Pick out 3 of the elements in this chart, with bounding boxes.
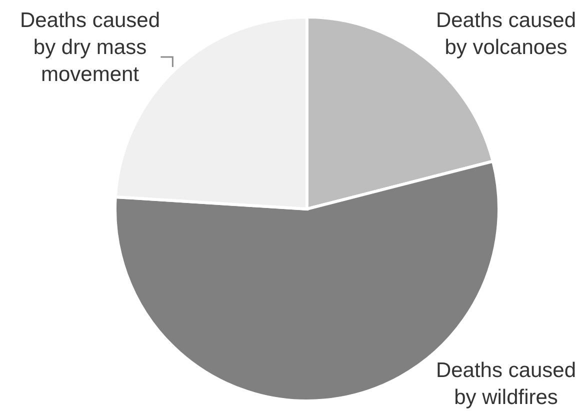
slice-label: Deaths caused by wildfires	[436, 359, 576, 409]
slice-label: Deaths caused by volcanoes	[436, 9, 576, 59]
slice-label: Deaths caused by dry mass movement	[20, 9, 160, 86]
